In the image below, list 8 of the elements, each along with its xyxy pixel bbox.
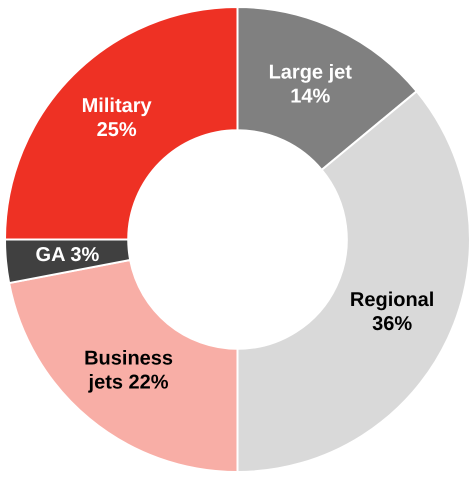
data-label: 36% <box>372 312 412 335</box>
slice-label: Large jet <box>268 61 352 84</box>
data-label: 25% <box>96 119 137 142</box>
slice-label: Military <box>82 95 153 118</box>
slice-label: GA 3% <box>36 244 100 266</box>
slice-label: Business jets 22% <box>84 348 174 394</box>
data-label: 14% <box>290 85 330 108</box>
slice-label: Regional <box>350 288 434 311</box>
